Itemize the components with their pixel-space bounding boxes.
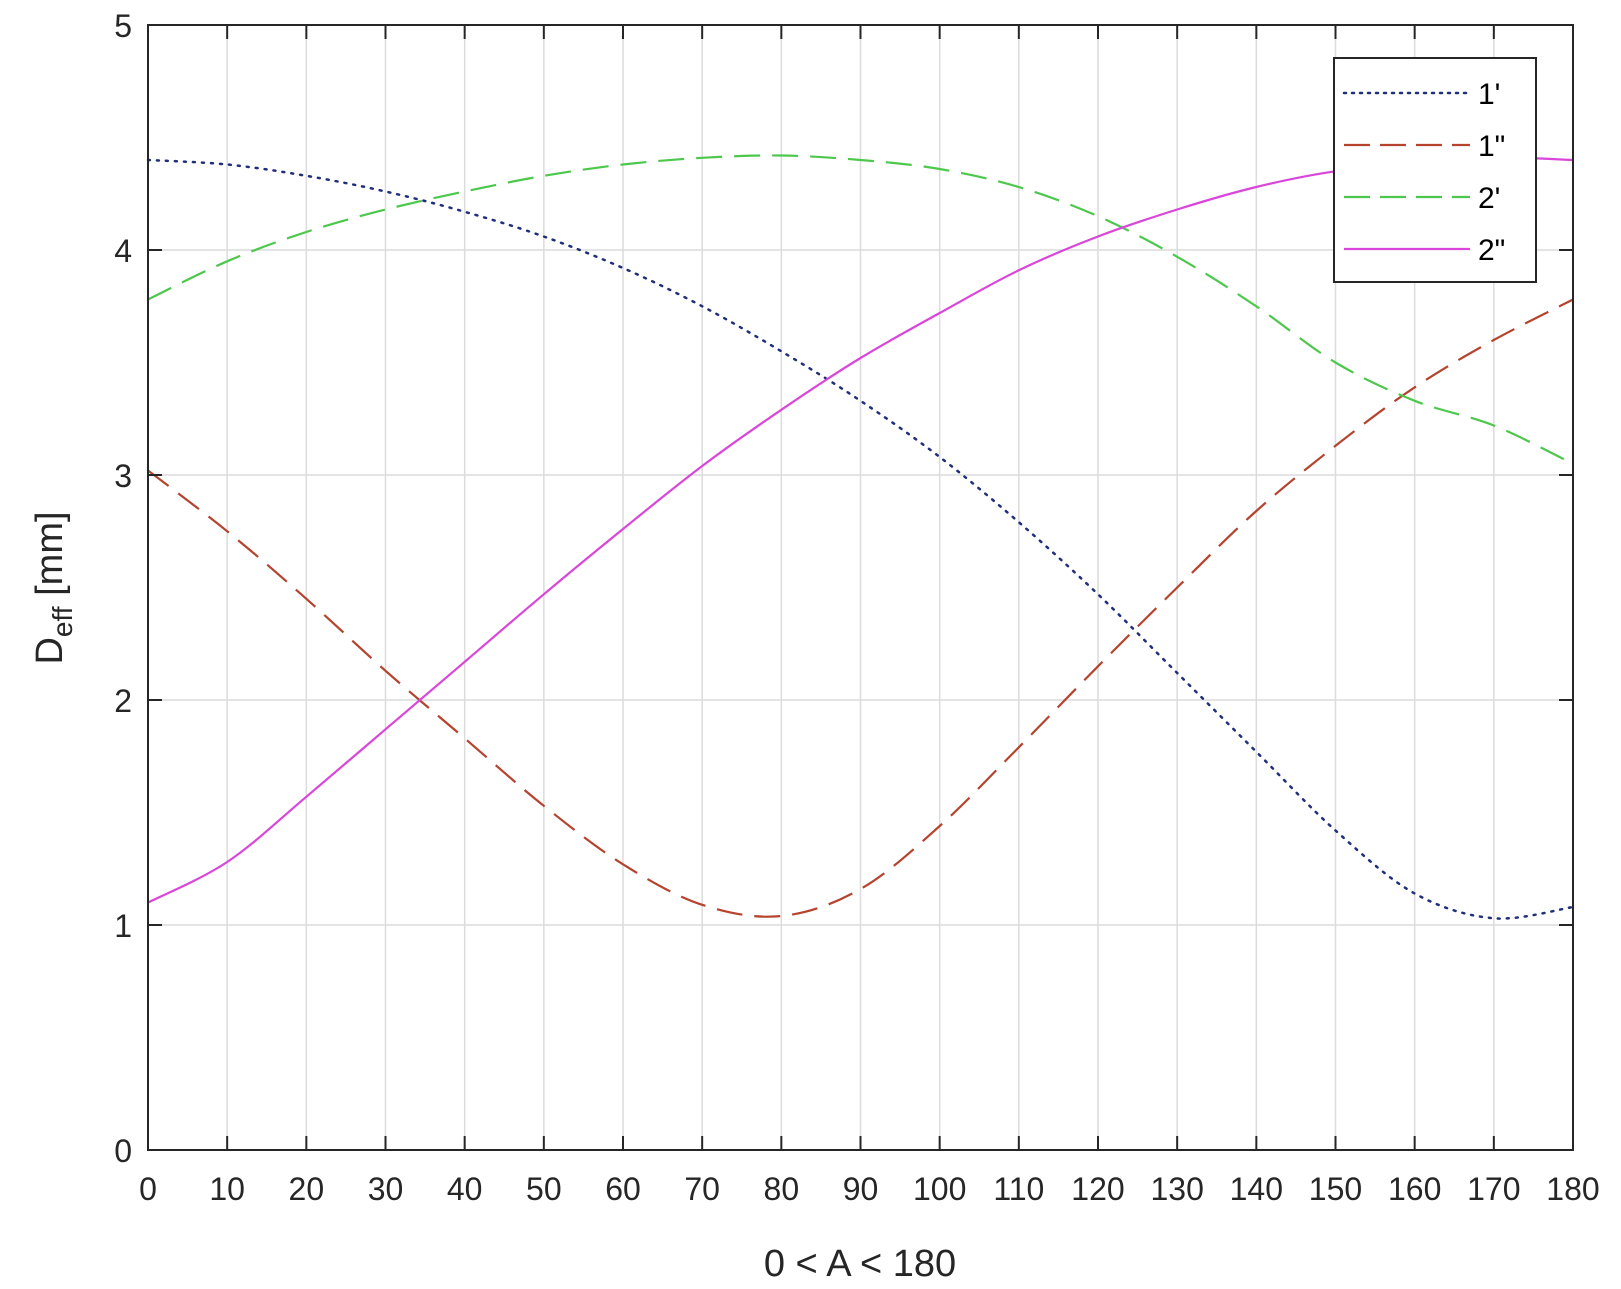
series-line-2 xyxy=(147,298,1574,918)
y-tick-label: 5 xyxy=(114,8,132,44)
y-tick-label: 0 xyxy=(114,1133,132,1169)
series-line-1 xyxy=(146,158,1575,920)
legend-label: 2' xyxy=(1478,182,1500,215)
legend-box xyxy=(1333,57,1537,283)
legend-label: 1" xyxy=(1478,130,1505,163)
x-tick-label: 50 xyxy=(526,1171,562,1207)
y-axis-label-main: D xyxy=(29,637,71,664)
series-line-4 xyxy=(147,156,1574,904)
x-tick-label: 170 xyxy=(1467,1171,1520,1207)
x-tick-label: 60 xyxy=(605,1171,641,1207)
series-line-3 xyxy=(147,154,1574,465)
x-tick-label: 130 xyxy=(1150,1171,1203,1207)
x-tick-label: 0 xyxy=(139,1171,157,1207)
y-axis-label: Deff [mm] xyxy=(29,511,78,664)
legend-label: 1' xyxy=(1478,78,1500,111)
legend-label: 2" xyxy=(1478,234,1505,267)
ticks xyxy=(147,24,1574,1151)
x-tick-label: 110 xyxy=(993,1171,1044,1207)
y-axis-label-subscript: eff xyxy=(47,606,78,637)
x-tick-label: 150 xyxy=(1309,1171,1362,1207)
x-tick-label: 180 xyxy=(1546,1171,1599,1207)
x-tick-label: 90 xyxy=(843,1171,879,1207)
x-tick-label: 20 xyxy=(289,1171,325,1207)
x-tick-label: 160 xyxy=(1388,1171,1441,1207)
y-tick-label: 4 xyxy=(114,233,132,269)
y-tick-label: 3 xyxy=(114,458,132,494)
x-tick-label: 100 xyxy=(913,1171,966,1207)
x-axis-label: 0 < A < 180 xyxy=(764,1243,956,1285)
x-tick-label: 70 xyxy=(684,1171,720,1207)
x-tick-label: 80 xyxy=(764,1171,800,1207)
y-axis-label-unit: [mm] xyxy=(29,511,71,606)
tick-labels: 0 10 20 30 40 50 60 70 80 90 100 110 120 130 140 150 160… xyxy=(114,8,1599,1207)
x-tick-label: 10 xyxy=(209,1171,245,1207)
x-tick-label: 40 xyxy=(447,1171,483,1207)
y-tick-label: 2 xyxy=(114,683,132,719)
grid xyxy=(148,25,1573,1150)
x-tick-label: 140 xyxy=(1230,1171,1283,1207)
x-tick-label: 120 xyxy=(1071,1171,1124,1207)
series-layer xyxy=(146,154,1575,920)
x-tick-label: 30 xyxy=(368,1171,404,1207)
legend: 1' 1" 2' 2" xyxy=(1333,57,1537,283)
y-tick-label: 1 xyxy=(114,908,132,944)
